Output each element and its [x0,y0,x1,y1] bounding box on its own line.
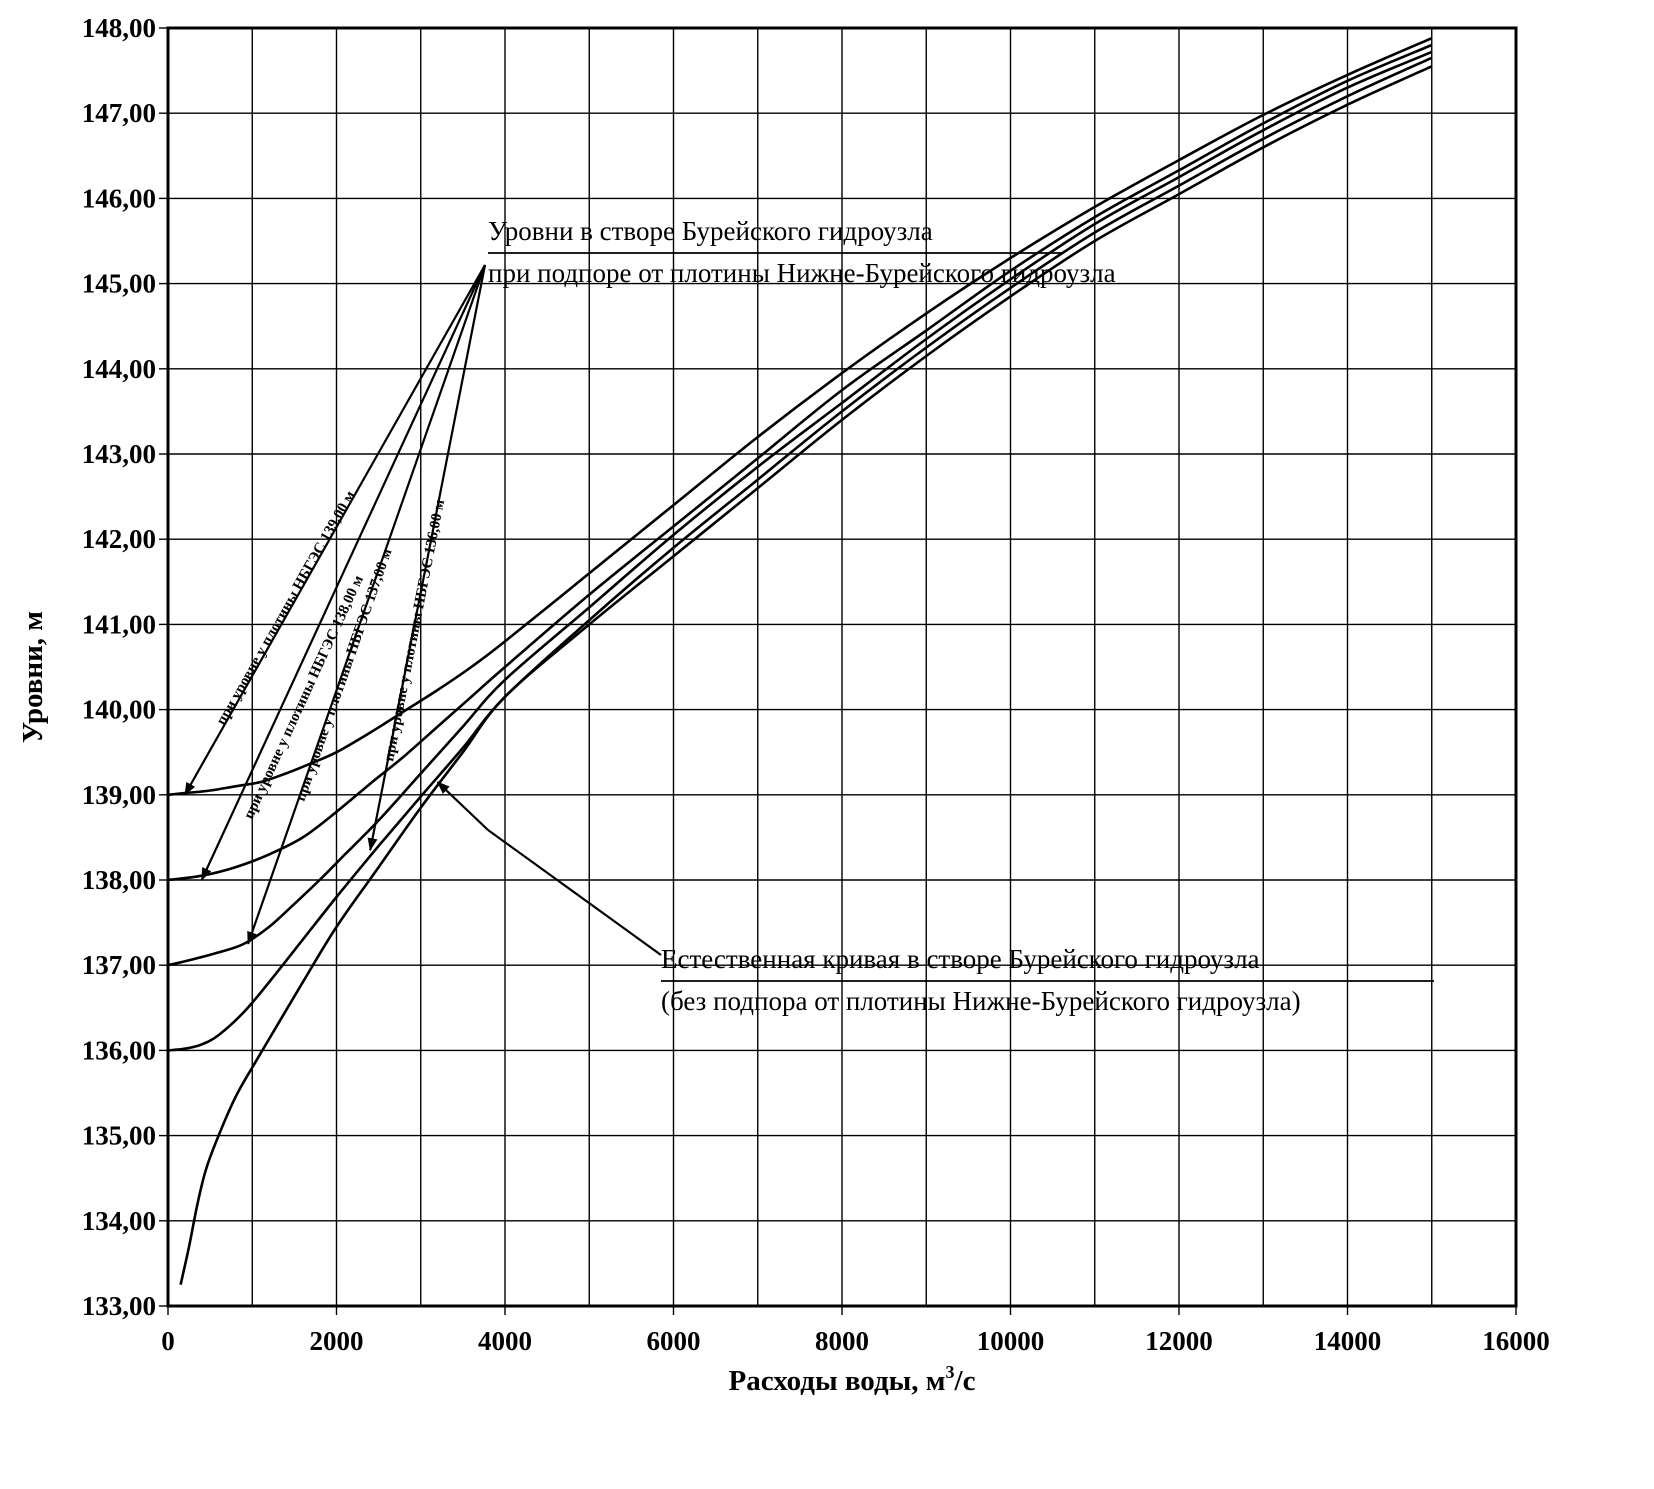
leader-arrow-natural [436,781,489,831]
curve-label-136: при уровне у плотины НБГЭС 136,00 м [381,498,448,762]
y-tick-label: 142,00 [82,524,156,554]
x-axis-title-tail: /с [954,1365,976,1397]
y-tick-label: 139,00 [82,780,156,810]
y-axis-title: Уровни, м [17,611,49,743]
natural-title-line1: Естественная кривая в створе Бурейского … [661,944,1260,974]
x-tick-label: 10000 [977,1326,1045,1356]
natural-curve-annotation: Естественная кривая в створе Бурейского … [661,944,1301,1016]
backwater-title-line1: Уровни в створе Бурейского гидроузла [488,216,933,246]
leader-arrow-137 [246,264,487,945]
leader-arrow-138 [200,264,486,881]
leader-natural-elbow [487,829,662,956]
y-tick-label: 147,00 [82,98,156,128]
y-tick-label: 135,00 [82,1121,156,1151]
x-tick-label: 2000 [310,1326,364,1356]
tick-labels: 0 2000 4000 6000 8000 10000 12000 14000 16000 133… [82,13,1550,1356]
x-axis-title-sup: 3 [946,1362,955,1382]
x-tick-label: 8000 [815,1326,869,1356]
y-tick-label: 145,00 [82,269,156,299]
series-backwater-137 [167,50,1433,967]
series-backwater-136 [167,56,1433,1052]
x-axis-title-main: Расходы воды, м [729,1365,946,1397]
x-tick-label: 0 [161,1326,175,1356]
backwater-annotation: Уровни в створе Бурейского гидроузла при… [488,216,1116,288]
x-axis-title: Расходы воды, м3/с [729,1362,976,1397]
series-natural-curve [179,65,1433,1285]
y-tick-label: 138,00 [82,865,156,895]
y-tick-label: 140,00 [82,695,156,725]
y-tick-label: 144,00 [82,354,156,384]
y-tick-label: 143,00 [82,439,156,469]
y-tick-label: 148,00 [82,13,156,43]
x-tick-label: 16000 [1482,1326,1550,1356]
natural-title-line2: (без подпора от плотины Нижне-Бурейского… [661,986,1301,1016]
y-tick-label: 137,00 [82,950,156,980]
y-tick-label: 133,00 [82,1291,156,1321]
series-backwater-138 [167,43,1433,882]
curves [167,37,1433,1285]
backwater-title-line2: при подпоре от плотины Нижне-Бурейского … [488,258,1116,288]
y-tick-label: 141,00 [82,609,156,639]
x-tick-label: 12000 [1145,1326,1213,1356]
x-tick-label: 14000 [1314,1326,1382,1356]
leader-arrow-136 [367,264,487,852]
x-tick-label: 4000 [478,1326,532,1356]
y-tick-label: 146,00 [82,183,156,213]
series-backwater-139 [167,37,1433,797]
x-tick-label: 6000 [647,1326,701,1356]
y-tick-label: 136,00 [82,1035,156,1065]
leader-arrow-139 [183,264,486,796]
y-tick-label: 134,00 [82,1206,156,1236]
